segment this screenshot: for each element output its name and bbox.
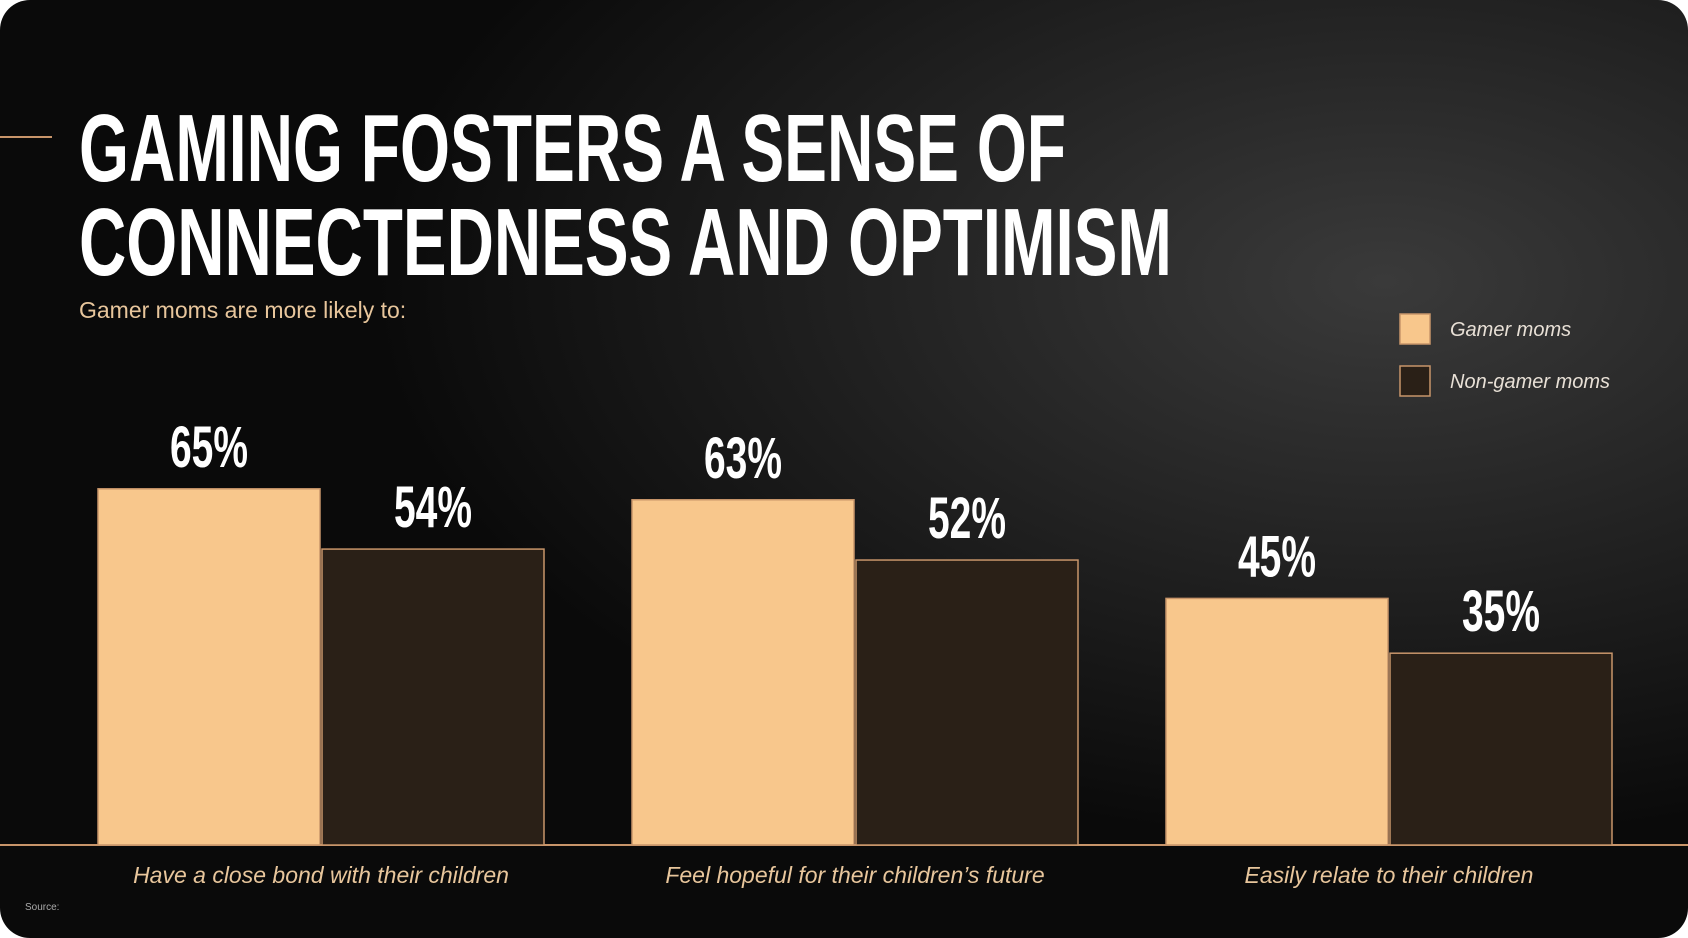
bar — [855, 559, 1079, 846]
bar — [97, 488, 321, 846]
bar — [1165, 597, 1389, 846]
value-label: 65% — [170, 415, 248, 480]
legend-label: Gamer moms — [1450, 319, 1571, 341]
value-label: 52% — [928, 486, 1006, 551]
value-label: 35% — [1462, 579, 1540, 644]
x-tick-label: Feel hopeful for their children’s future — [665, 862, 1044, 888]
chart-title: GAMING FOSTERS A SENSE OF — [79, 95, 1066, 202]
x-tick-label: Have a close bond with their children — [133, 862, 509, 888]
chart-title: CONNECTEDNESS AND OPTIMISM — [79, 189, 1172, 296]
legend-swatch — [1399, 313, 1431, 345]
value-label: 54% — [394, 475, 472, 540]
bar — [321, 548, 545, 846]
legend-label: Non-gamer moms — [1450, 371, 1610, 393]
footnote: Source: — [25, 902, 59, 913]
legend-swatch — [1399, 365, 1431, 397]
bar — [1389, 652, 1613, 846]
bar — [631, 499, 855, 846]
value-label: 63% — [704, 426, 782, 491]
value-label: 45% — [1238, 524, 1316, 589]
chart-subtitle: Gamer moms are more likely to: — [79, 297, 406, 323]
x-tick-label: Easily relate to their children — [1245, 862, 1534, 888]
